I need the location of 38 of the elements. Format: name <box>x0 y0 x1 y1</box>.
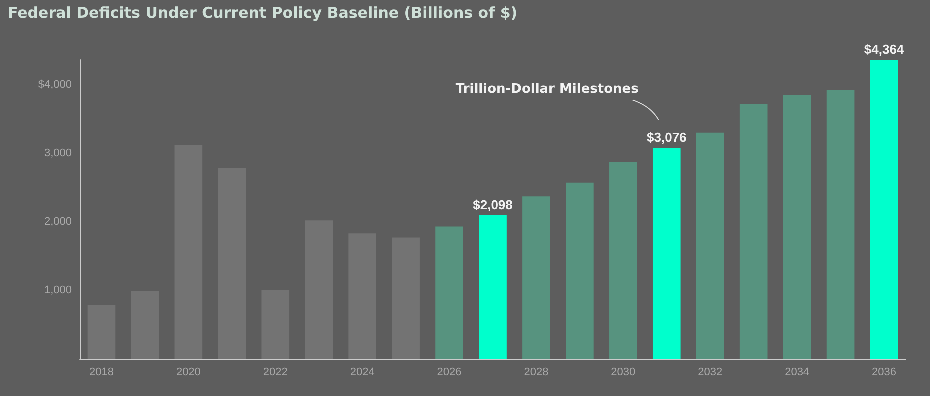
bar <box>826 90 855 359</box>
bar <box>218 168 246 359</box>
bar <box>610 162 638 359</box>
bar <box>740 104 768 359</box>
data-label: $2,098 <box>473 197 513 212</box>
y-tick-label: 2,000 <box>44 216 72 228</box>
bar <box>522 196 550 359</box>
annotation: Trillion-Dollar Milestones <box>456 82 639 98</box>
bar <box>870 60 898 359</box>
bar <box>348 234 376 359</box>
x-tick-label: 2028 <box>524 366 549 378</box>
x-tick-label: 2032 <box>698 366 723 378</box>
bar <box>566 182 594 359</box>
x-tick-label: 2018 <box>89 366 114 378</box>
bar <box>696 132 724 359</box>
bar <box>783 95 812 359</box>
x-tick-label: 2024 <box>350 366 375 378</box>
bar <box>131 291 160 359</box>
bar <box>262 290 290 359</box>
data-label: $4,364 <box>864 42 905 57</box>
bar <box>479 215 507 359</box>
bar <box>305 220 334 359</box>
y-tick-label: 3,000 <box>44 147 72 160</box>
bar <box>652 148 681 359</box>
bar <box>174 145 203 359</box>
y-tick-label: 1,000 <box>44 284 72 296</box>
x-tick-label: 2034 <box>785 366 810 378</box>
bar <box>392 238 420 359</box>
y-tick-label: $4,000 <box>38 78 72 91</box>
x-tick-label: 2020 <box>176 366 201 378</box>
bar <box>436 226 464 359</box>
data-label: $3,076 <box>647 130 687 146</box>
x-tick-label: 2036 <box>872 366 897 378</box>
x-tick-label: 2022 <box>263 366 288 378</box>
bar <box>88 306 116 359</box>
chart-title: Federal Deficits Under Current Policy Baseline (Billions of $) <box>8 4 518 22</box>
x-tick-label: 2030 <box>611 366 636 378</box>
x-tick-label: 2026 <box>437 366 462 378</box>
